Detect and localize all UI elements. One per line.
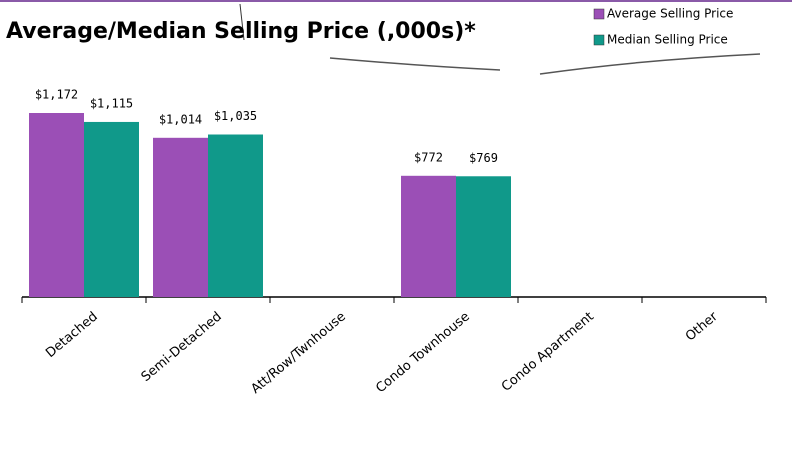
x-tick-label: Other	[683, 309, 721, 345]
bar	[153, 137, 208, 297]
x-tick-label: Condo Apartment	[499, 309, 597, 395]
bar	[456, 176, 511, 297]
x-tick-label: Detached	[43, 309, 101, 361]
legend-swatch	[593, 34, 605, 46]
bar	[401, 175, 456, 297]
decor	[239, 3, 245, 41]
bar	[208, 134, 263, 297]
value-label: $772	[414, 150, 443, 164]
decor	[329, 53, 761, 75]
bar	[29, 113, 84, 297]
chart-title: Average/Median Selling Price (,000s)*	[6, 19, 476, 44]
x-tick-label: Att/Row/Twnhouse	[248, 309, 348, 397]
legend-label: Median Selling Price	[607, 33, 728, 47]
value-label: $1,014	[159, 112, 202, 126]
x-tick-label: Condo Townhouse	[373, 309, 473, 396]
legend-swatch	[593, 8, 605, 20]
value-label: $1,115	[90, 96, 133, 110]
legend-label: Average Selling Price	[607, 7, 733, 21]
value-label: $1,172	[35, 88, 78, 102]
value-label: $1,035	[214, 109, 257, 123]
x-tick-label: Semi-Detached	[139, 309, 225, 385]
value-label: $769	[469, 151, 498, 165]
bar	[84, 121, 139, 297]
